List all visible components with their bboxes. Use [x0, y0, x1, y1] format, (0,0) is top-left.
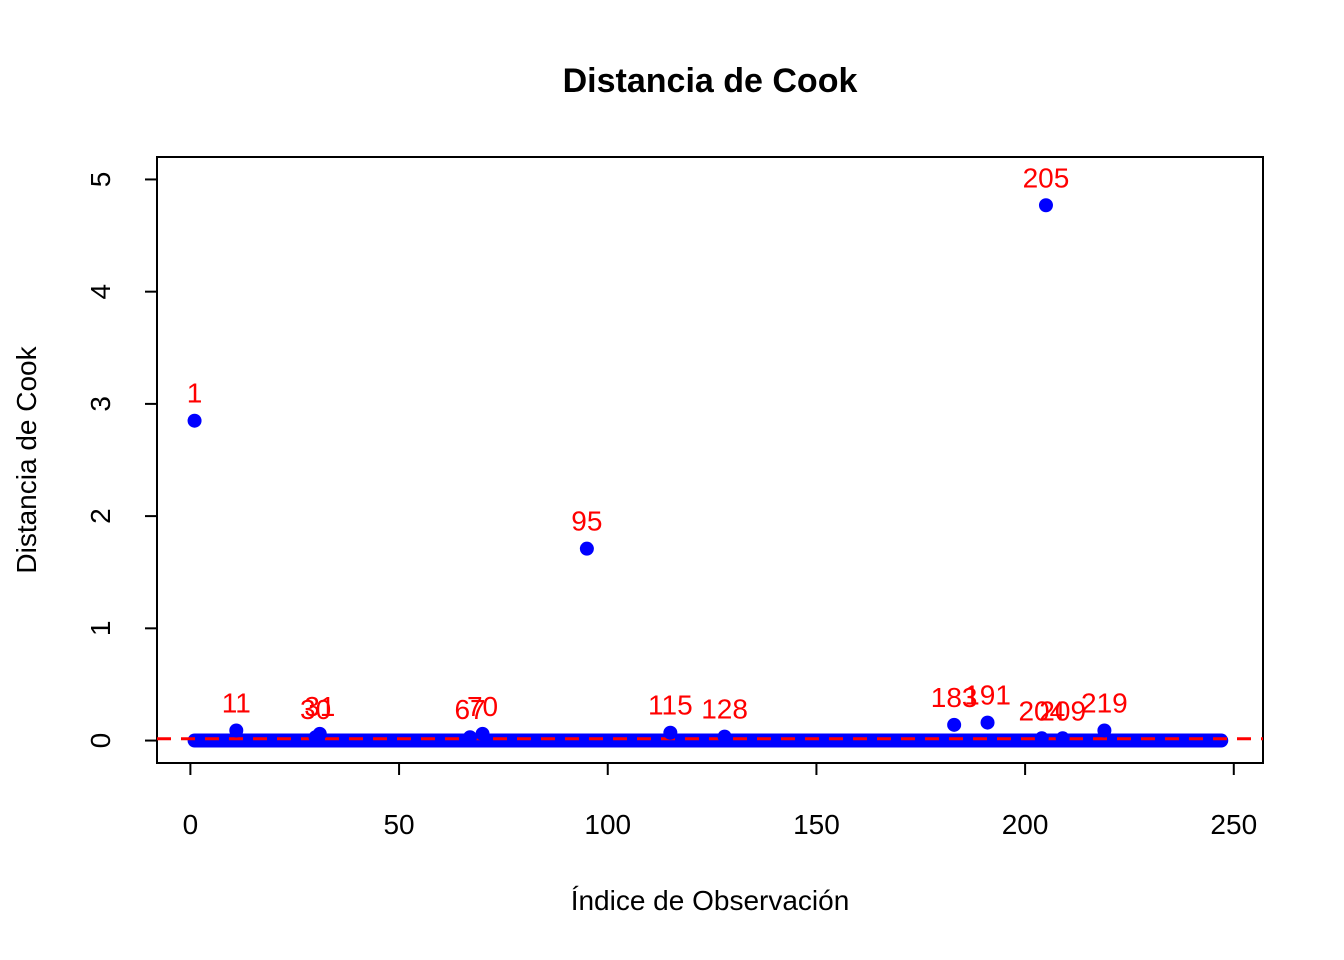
data-point-115 [663, 725, 678, 740]
data-point-95 [579, 541, 594, 556]
data-point-67 [463, 730, 478, 745]
point-label-219: 219 [1081, 687, 1128, 718]
point-label-191: 191 [964, 680, 1011, 711]
x-tick-label: 0 [183, 809, 199, 840]
x-tick-label: 50 [383, 809, 414, 840]
x-tick-label: 200 [1002, 809, 1049, 840]
point-label-30: 30 [300, 694, 331, 725]
point-label-128: 128 [701, 694, 748, 725]
data-point-204 [1034, 731, 1049, 746]
point-label-204: 204 [1018, 695, 1065, 726]
data-point-11 [229, 723, 244, 738]
data-point-183 [947, 717, 962, 732]
point-label-31: 31 [304, 691, 335, 722]
point-label-95: 95 [571, 506, 602, 537]
point-label-70: 70 [467, 691, 498, 722]
data-point-209 [1055, 731, 1070, 746]
plot-frame [156, 156, 1264, 764]
data-point-1 [187, 413, 202, 428]
point-label-115: 115 [648, 690, 693, 721]
x-tick-label: 250 [1210, 809, 1257, 840]
point-label-209: 209 [1039, 695, 1086, 726]
data-point-70 [475, 726, 490, 741]
x-axis-label: Índice de Observación [571, 885, 850, 916]
data-point-219 [1097, 723, 1112, 738]
point-label-205: 205 [1023, 162, 1070, 193]
y-tick-label: 1 [85, 621, 116, 637]
data-point-31 [312, 726, 327, 741]
y-tick-label: 2 [85, 508, 116, 524]
chart-title: Distancia de Cook [563, 62, 858, 100]
y-axis-label: Distancia de Cook [11, 345, 42, 573]
x-tick-label: 100 [584, 809, 631, 840]
y-tick-label: 3 [85, 396, 116, 412]
point-label-1: 1 [187, 378, 203, 409]
point-label-11: 11 [222, 687, 251, 718]
data-point-205 [1038, 198, 1053, 213]
y-tick-label: 4 [85, 284, 116, 300]
point-label-67: 67 [454, 694, 485, 725]
data-point-128 [717, 729, 732, 744]
y-tick-label: 5 [85, 172, 116, 188]
x-tick-label: 150 [793, 809, 840, 840]
point-label-183: 183 [931, 682, 978, 713]
y-tick-label: 0 [85, 733, 116, 749]
data-point-191 [980, 715, 995, 730]
